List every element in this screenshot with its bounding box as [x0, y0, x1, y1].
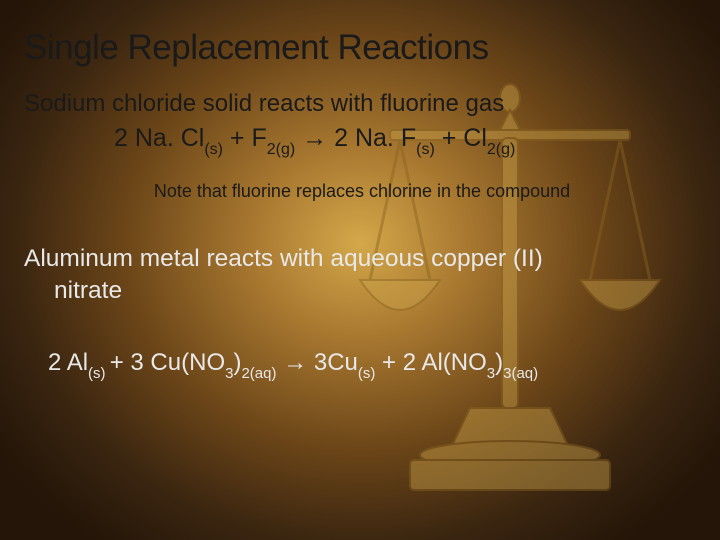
r1-product2: Cl2(g): [463, 124, 515, 152]
r2-coef3: 3: [314, 349, 327, 376]
arrow-icon: →: [295, 124, 334, 152]
reaction1-note: Note that fluorine replaces chlorine in …: [24, 181, 700, 202]
r2-coef2: 3: [130, 349, 143, 376]
r2-coef4: 2: [403, 349, 416, 376]
reaction2-intro-line1: Aluminum metal reacts with aqueous coppe…: [24, 242, 700, 275]
r1-product1: Na. F(s): [348, 124, 435, 152]
slide-title: Single Replacement Reactions: [24, 28, 700, 68]
slide-content: Single Replacement Reactions Sodium chlo…: [0, 0, 720, 380]
arrow-icon: →: [276, 349, 313, 376]
reaction2-intro-line2: nitrate: [54, 277, 700, 305]
r1-reactant1: Na. Cl(s): [135, 124, 223, 152]
r2-reactant1: Al(s): [61, 349, 109, 376]
reaction2-equation: 2 Al(s) + 3 Cu(NO3)2(aq) → 3Cu(s) + 2 Al…: [48, 349, 700, 380]
r2-product2: Al(NO3)3(aq): [416, 349, 538, 376]
r2-product1: Cu(s): [327, 349, 375, 376]
r2-reactant2: Cu(NO3)2(aq): [144, 349, 277, 376]
r1-reactant2: F2(g): [251, 124, 295, 152]
r2-coef1: 2: [48, 349, 61, 376]
r1-coef1: 2: [114, 124, 128, 152]
r1-coef2: 2: [334, 124, 348, 152]
reaction1-equation: 2 Na. Cl(s) + F2(g) → 2 Na. F(s) + Cl2(g…: [114, 124, 700, 157]
reaction1-intro: Sodium chloride solid reacts with fluori…: [24, 90, 700, 118]
